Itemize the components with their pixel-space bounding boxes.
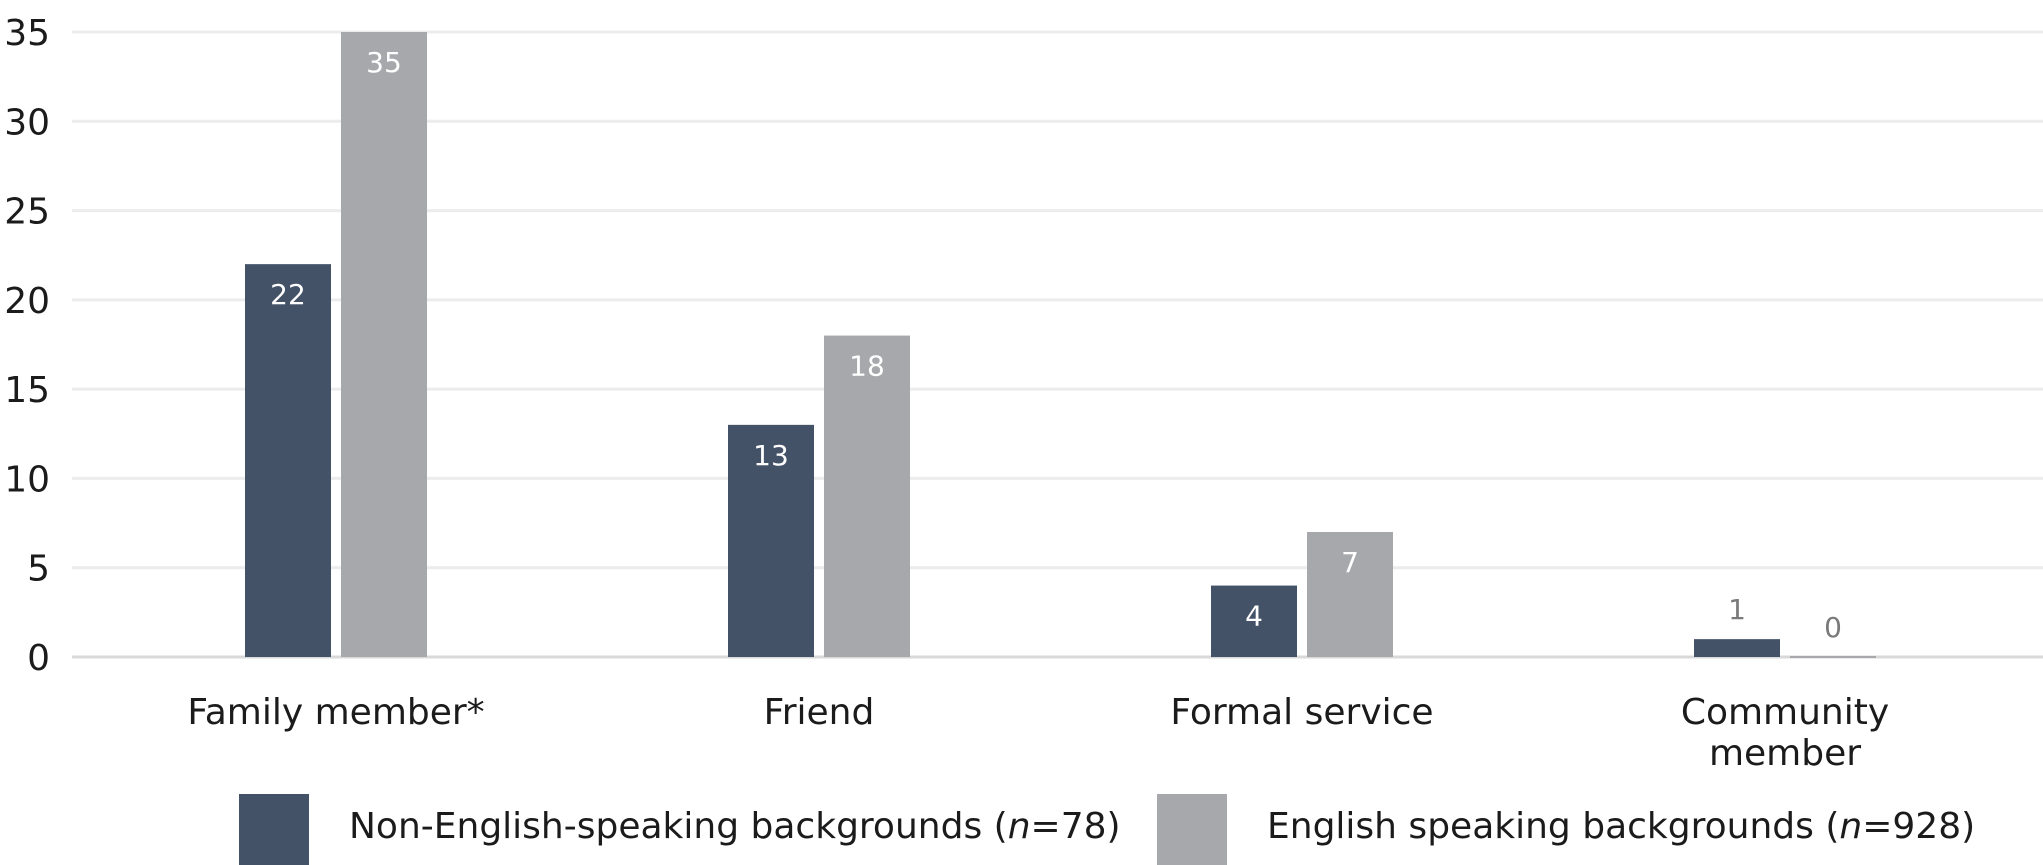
y-tick-label: 10 [4,459,50,500]
y-axis-ticks: 0 5 10 15 20 25 30 35 [4,13,50,679]
data-label: 4 [1245,600,1263,633]
x-category-label: Formal service [1170,692,1433,733]
y-tick-label: 20 [4,281,50,322]
data-label: 22 [270,278,306,311]
bar-1-0 [341,32,427,657]
data-label: 7 [1341,546,1359,579]
y-tick-label: 5 [27,549,50,590]
data-label: 35 [366,46,402,79]
bar-1-1 [824,335,910,657]
y-tick-label: 0 [27,638,50,679]
legend-item-english: English speaking backgrounds (n=928) [1157,794,1975,865]
data-label: 18 [849,350,885,383]
bar-0-1 [728,424,814,657]
bar-0-3 [1694,639,1780,657]
y-tick-label: 35 [4,13,50,54]
legend-item-non-english: Non-English-speaking backgrounds (n=78) [239,794,1121,865]
y-tick-label: 25 [4,192,50,233]
legend-swatch-non-english [239,794,309,865]
bar-0-0 [245,264,331,657]
x-category-label: Community [1681,692,1889,733]
data-label: 1 [1728,593,1746,626]
bar-0-2 [1211,585,1297,657]
legend-label-english: English speaking backgrounds (n=928) [1267,806,1976,847]
x-category-label: member [1709,733,1861,774]
y-tick-label: 30 [4,102,50,143]
bars [245,32,1876,658]
data-label: 0 [1824,611,1842,644]
legend-swatch-english [1157,794,1227,865]
legend-label-non-english: Non-English-speaking backgrounds (n=78) [349,806,1121,847]
y-tick-label: 15 [4,370,50,411]
data-label: 13 [753,439,789,472]
bar-1-2 [1307,532,1393,657]
x-category-label: Family member* [187,692,484,733]
x-axis-categories: Family member* Friend Formal service Commun… [187,692,1889,774]
x-category-label: Friend [764,692,875,733]
